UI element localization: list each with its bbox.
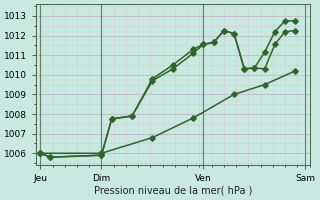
X-axis label: Pression niveau de la mer( hPa ): Pression niveau de la mer( hPa ): [94, 186, 252, 196]
